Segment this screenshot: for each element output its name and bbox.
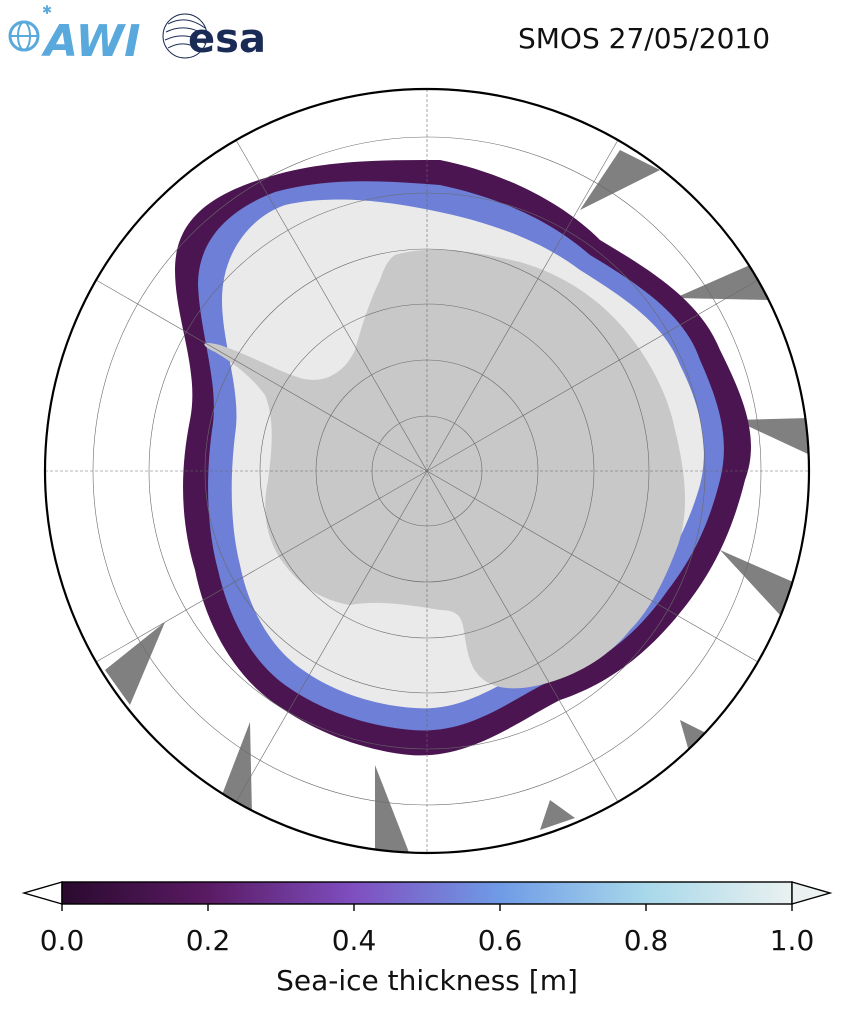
colorbar-min-extend bbox=[21, 881, 63, 905]
no-data-wedge bbox=[375, 765, 410, 853]
colorbar-tick-label: 0.0 bbox=[39, 924, 85, 957]
no-data-wedge bbox=[675, 265, 770, 300]
colorbar-label: Sea-ice thickness [m] bbox=[276, 964, 578, 997]
no-data-wedge bbox=[735, 418, 809, 455]
no-data-wedge bbox=[105, 622, 165, 705]
colorbar-max-extend bbox=[791, 881, 833, 905]
map-disk bbox=[45, 89, 809, 853]
no-data-wedge bbox=[220, 722, 252, 815]
colorbar-tick-label: 0.8 bbox=[623, 924, 669, 957]
antarctica-land bbox=[204, 249, 686, 689]
map-boundary bbox=[43, 87, 811, 855]
map-title: SMOS 27/05/2010 bbox=[518, 22, 771, 55]
awi-logo-text: AWI bbox=[41, 16, 141, 67]
awi-logo: ✱ AWI bbox=[8, 3, 141, 67]
graticule bbox=[45, 89, 809, 853]
colorbar-ticks bbox=[61, 904, 793, 911]
no-data-wedge bbox=[720, 550, 800, 615]
no-data-wedge bbox=[680, 720, 710, 755]
no-data-wedge bbox=[540, 800, 575, 830]
colorbar-tick-label: 0.2 bbox=[185, 924, 231, 957]
svg-text:✱: ✱ bbox=[42, 3, 52, 17]
logos: ✱ AWI esa bbox=[8, 3, 266, 67]
colorbar bbox=[21, 881, 833, 911]
colorbar-tick-label: 0.6 bbox=[477, 924, 523, 957]
esa-logo-text: esa bbox=[188, 16, 266, 62]
colorbar-gradient bbox=[61, 881, 793, 905]
no-data-wedge bbox=[580, 150, 660, 210]
colorbar-tick-label: 1.0 bbox=[769, 924, 815, 957]
colorbar-tick-label: 0.4 bbox=[331, 924, 377, 957]
map bbox=[43, 87, 811, 855]
no-data-wedges bbox=[105, 150, 809, 853]
esa-logo: esa bbox=[162, 13, 266, 62]
